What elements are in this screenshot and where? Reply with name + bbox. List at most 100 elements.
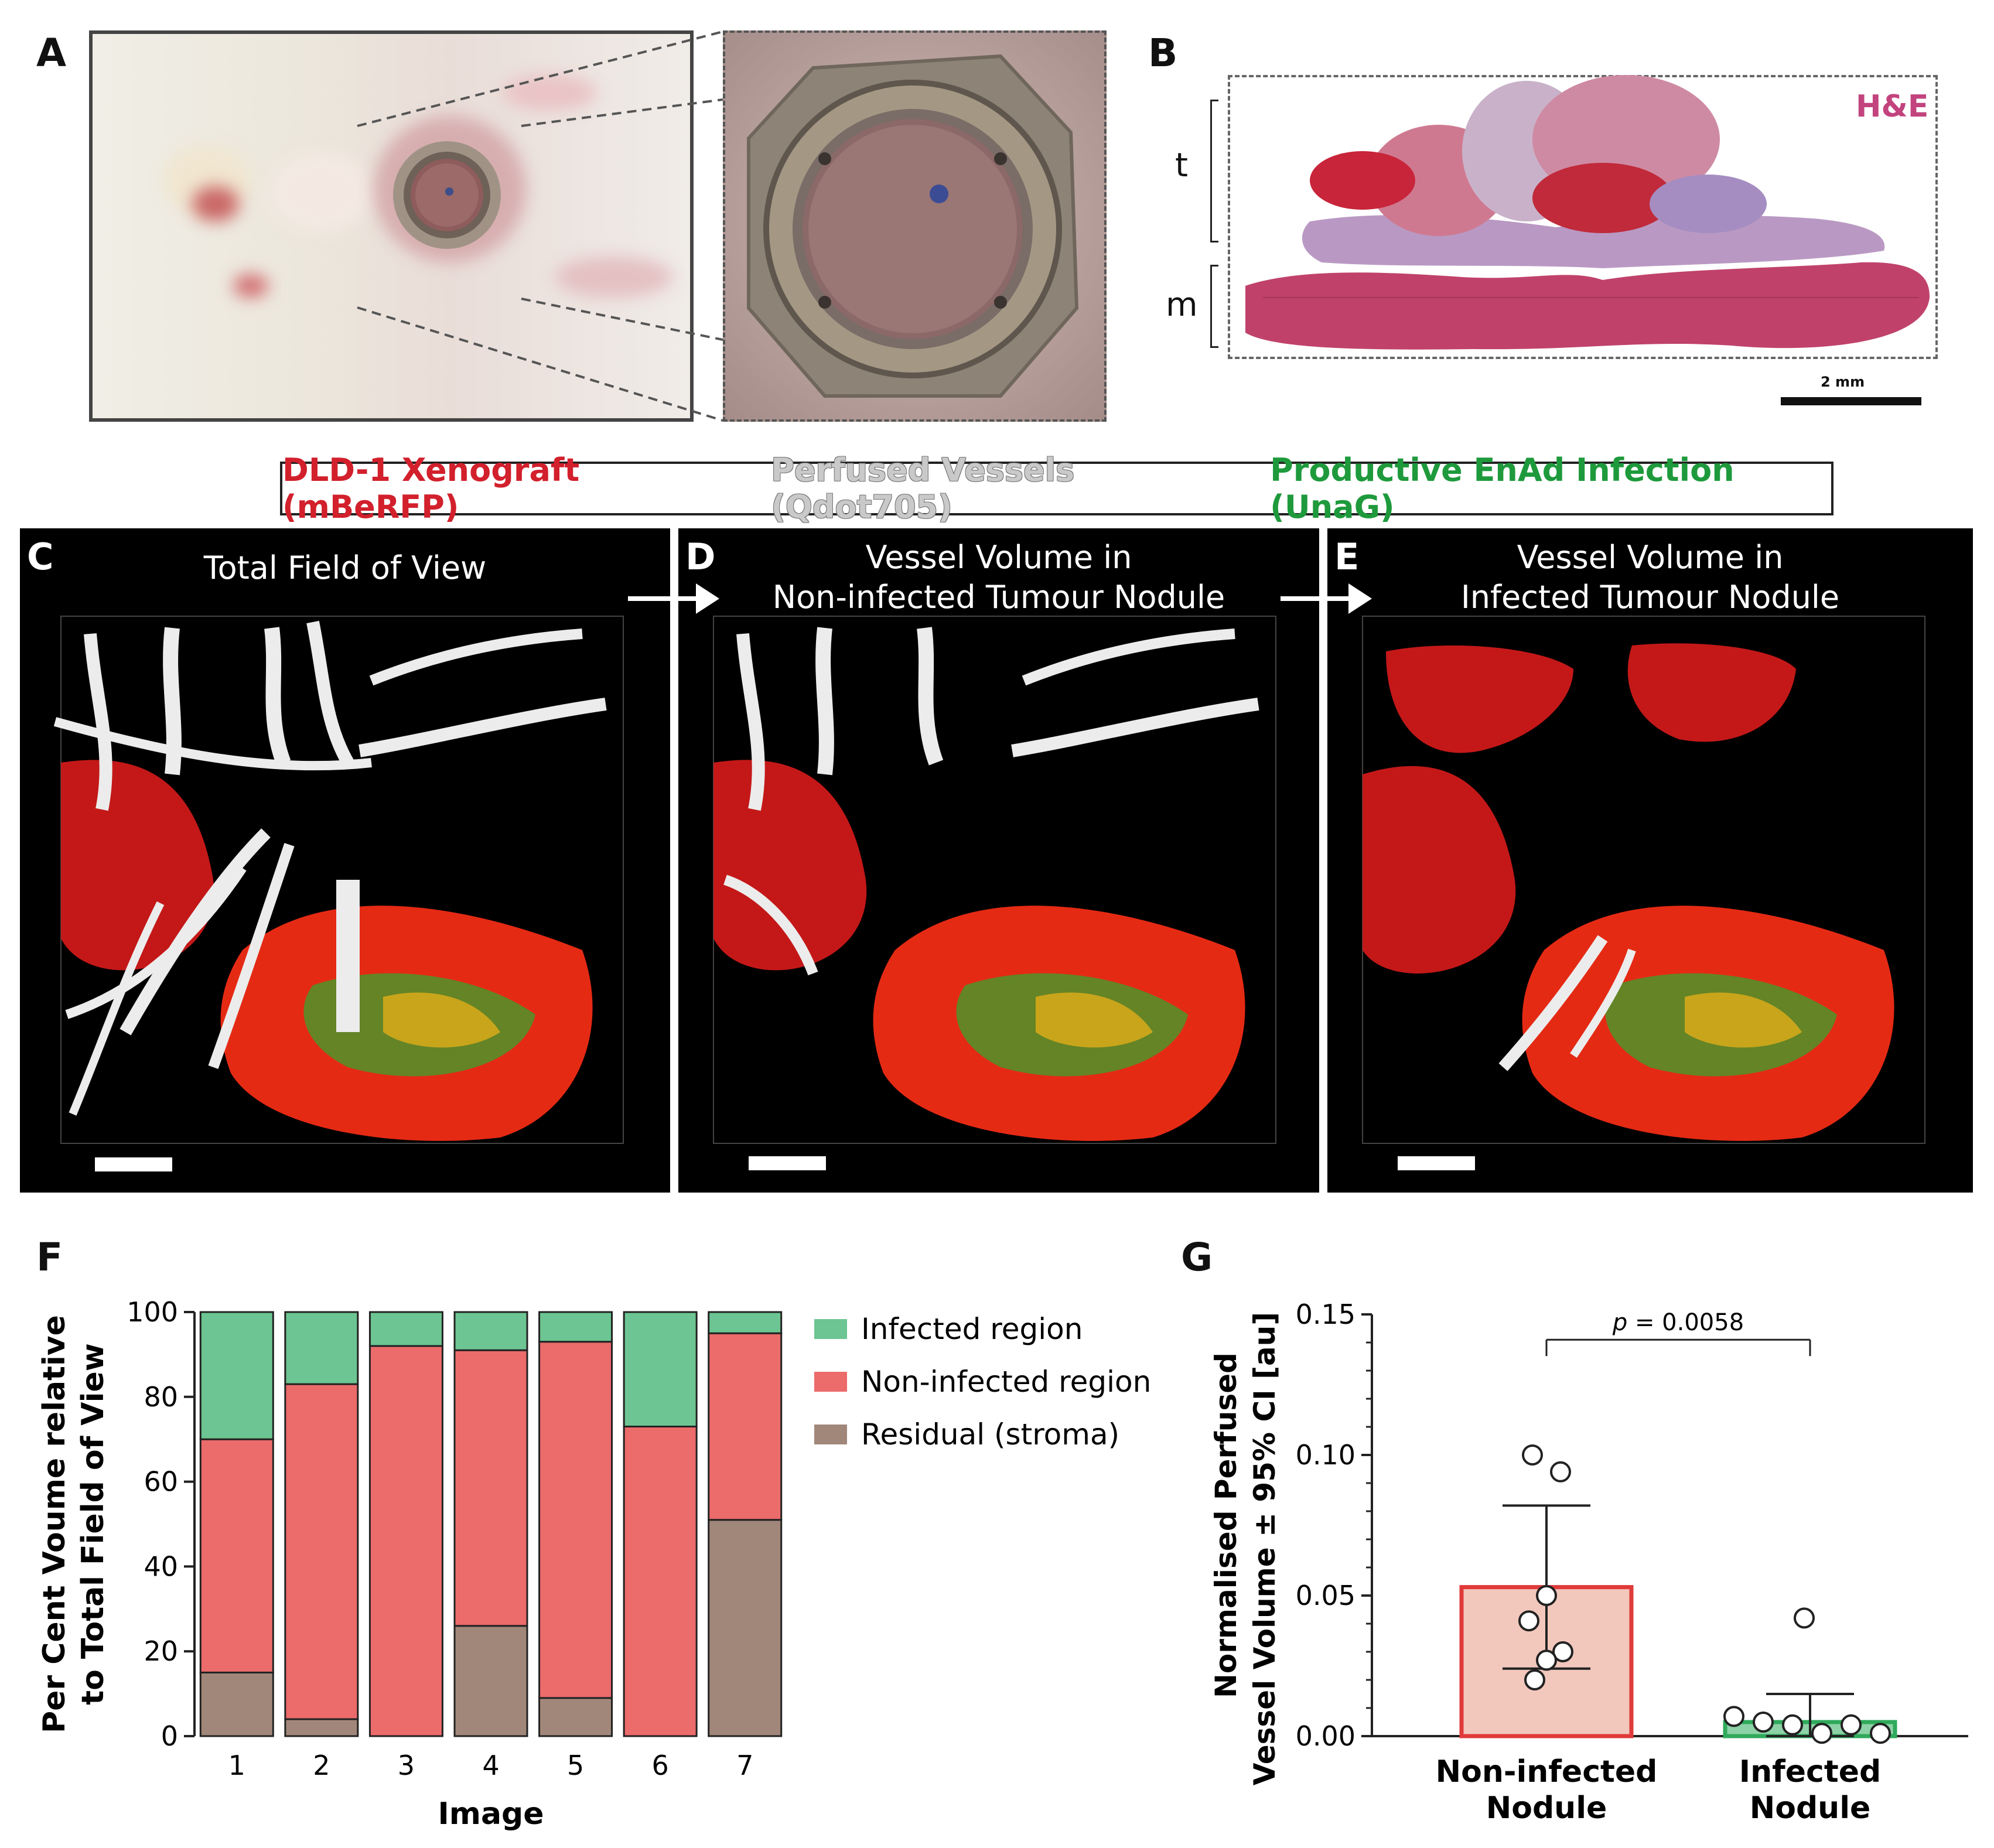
f-bar-segment bbox=[199, 1438, 274, 1673]
panel-label-c: C bbox=[27, 535, 54, 578]
f-bar-segment bbox=[284, 1718, 359, 1737]
f-bar-segment bbox=[368, 1345, 443, 1737]
g-y-axis-title-line1: Normalised Perfused bbox=[1209, 1352, 1243, 1698]
f-y-axis-title-line1: Per Cent Voume relative bbox=[37, 1315, 72, 1733]
g-data-point bbox=[1841, 1714, 1862, 1736]
bracket-t bbox=[1210, 100, 1218, 242]
panel-e-title-line1: Vessel Volume in bbox=[1517, 539, 1784, 576]
g-data-point bbox=[1794, 1607, 1815, 1629]
f-x-tick-label: 6 bbox=[652, 1750, 669, 1781]
g-data-point bbox=[1552, 1641, 1573, 1662]
arrow-c-to-d bbox=[628, 583, 719, 614]
window-chamber-zoom bbox=[723, 30, 1107, 422]
g-y-tick-label: 0.05 bbox=[1296, 1580, 1355, 1611]
f-y-tick-label: 80 bbox=[144, 1381, 178, 1413]
bracket-m bbox=[1210, 265, 1218, 348]
volume-render-d bbox=[713, 616, 1276, 1144]
scale-bar-c bbox=[95, 1157, 172, 1171]
f-x-tick-label: 3 bbox=[398, 1750, 415, 1781]
g-data-point bbox=[1550, 1461, 1571, 1483]
f-bar-segment bbox=[284, 1383, 359, 1720]
g-data-point bbox=[1536, 1649, 1557, 1671]
g-p-symbol: p bbox=[1612, 1309, 1627, 1336]
legend-infection: Productive EnAd Infection (UnaG) bbox=[1270, 452, 1734, 525]
zoom-connector-lines bbox=[357, 30, 723, 422]
g-p-value: p = 0.0058 bbox=[1612, 1309, 1744, 1336]
g-y-tick-label: 0.15 bbox=[1296, 1299, 1355, 1330]
f-x-tick-label: 5 bbox=[567, 1750, 584, 1781]
g-data-point bbox=[1536, 1585, 1557, 1606]
he-scale-label: 2 mm bbox=[1821, 374, 1865, 390]
g-y-tick-label: 0.10 bbox=[1296, 1439, 1355, 1471]
legend-xenograft: DLD-1 Xenograft (mBeRFP) bbox=[282, 452, 580, 525]
panel-label-b: B bbox=[1148, 30, 1178, 76]
window-chamber-icon bbox=[393, 141, 501, 249]
micro-panel-e: E Vessel Volume in Infected Tumour Nodul… bbox=[1327, 528, 1973, 1193]
f-bar-segment bbox=[708, 1519, 783, 1737]
f-legend-label: Residual (stroma) bbox=[861, 1417, 1119, 1451]
f-x-tick-label: 4 bbox=[482, 1750, 499, 1781]
f-bar-segment bbox=[284, 1311, 359, 1385]
bracket-m-label: m bbox=[1166, 286, 1198, 324]
g-data-point bbox=[1518, 1610, 1539, 1632]
f-y-axis-title-line2: to Total Field of View bbox=[76, 1343, 111, 1705]
panel-label-d: D bbox=[685, 535, 716, 578]
scale-bar-e bbox=[1398, 1156, 1475, 1170]
panel-label-a: A bbox=[36, 30, 67, 76]
scale-bar-d bbox=[749, 1156, 826, 1170]
f-bar-segment bbox=[453, 1349, 528, 1627]
f-bar-segment bbox=[368, 1311, 443, 1347]
bracket-t-label: t bbox=[1175, 146, 1188, 185]
f-x-tick-label: 7 bbox=[736, 1750, 753, 1781]
micro-panel-c: C Total Field of View bbox=[20, 528, 670, 1193]
stacked-bar-chart-f: 0 20 40 60 80 100 1 2 3 4 5 6 7 Image Per Cent Voume r… bbox=[37, 1296, 1151, 1832]
f-legend-swatch bbox=[814, 1372, 847, 1392]
g-data-point bbox=[1782, 1714, 1803, 1736]
g-y-axis-title-line2: Vessel Volume ± 95% CI [au] bbox=[1248, 1312, 1282, 1785]
f-bar-segment bbox=[453, 1311, 528, 1351]
panel-label-e: E bbox=[1334, 535, 1360, 578]
g-data-point bbox=[1753, 1712, 1774, 1733]
f-y-tick-label: 60 bbox=[144, 1466, 178, 1498]
he-section-frame bbox=[1228, 75, 1938, 359]
f-y-tick-label: 0 bbox=[161, 1720, 178, 1752]
he-stain-label: H&E bbox=[1856, 89, 1929, 124]
panel-label-f: F bbox=[36, 1235, 63, 1280]
g-data-point bbox=[1870, 1723, 1891, 1744]
f-bar-segment bbox=[538, 1341, 613, 1699]
f-bar-segment bbox=[199, 1671, 274, 1737]
he-tissue-section bbox=[1245, 75, 1930, 350]
panel-label-g: G bbox=[1181, 1235, 1213, 1280]
f-bar-segment bbox=[623, 1425, 698, 1737]
f-bar-segment bbox=[199, 1311, 274, 1440]
g-p-number: = 0.0058 bbox=[1627, 1309, 1744, 1336]
f-x-tick-label: 2 bbox=[313, 1750, 330, 1781]
panel-e-title-line2: Infected Tumour Nodule bbox=[1460, 579, 1840, 616]
panel-d-title-line2: Non-infected Tumour Nodule bbox=[772, 579, 1225, 616]
volume-render-e bbox=[1362, 616, 1925, 1144]
f-bar-segment bbox=[623, 1311, 698, 1427]
g-data-point bbox=[1811, 1723, 1832, 1744]
g-x-category-label: Non-infected bbox=[1436, 1754, 1658, 1789]
micro-panel-d: D Vessel Volume in Non-infected Tumour N… bbox=[678, 528, 1319, 1193]
f-bar-segment bbox=[453, 1625, 528, 1737]
f-legend-swatch bbox=[814, 1425, 847, 1444]
he-scale-bar bbox=[1781, 397, 1921, 405]
f-legend-label: Non-infected region bbox=[861, 1365, 1151, 1399]
g-y-tick-label: 0.00 bbox=[1296, 1720, 1355, 1752]
f-bar-segment bbox=[708, 1332, 783, 1521]
f-bar-segment bbox=[708, 1311, 783, 1334]
g-data-point bbox=[1524, 1669, 1545, 1690]
g-x-category-label: Infected bbox=[1739, 1754, 1881, 1789]
arrow-d-to-e bbox=[1281, 583, 1372, 614]
g-data-point bbox=[1723, 1706, 1744, 1727]
volume-render-c bbox=[53, 616, 624, 1144]
channel-legend: DLD-1 Xenograft (mBeRFP) Perfused Vessel… bbox=[280, 452, 1833, 525]
f-legend-label: Infected region bbox=[861, 1312, 1083, 1346]
mouse-window-photo bbox=[89, 30, 694, 422]
g-data-point bbox=[1522, 1444, 1543, 1466]
panel-d-title-line1: Vessel Volume in bbox=[865, 539, 1132, 576]
g-x-category-label: Nodule bbox=[1486, 1791, 1607, 1826]
f-y-tick-label: 40 bbox=[144, 1550, 178, 1582]
f-x-axis-title: Image bbox=[438, 1796, 544, 1832]
